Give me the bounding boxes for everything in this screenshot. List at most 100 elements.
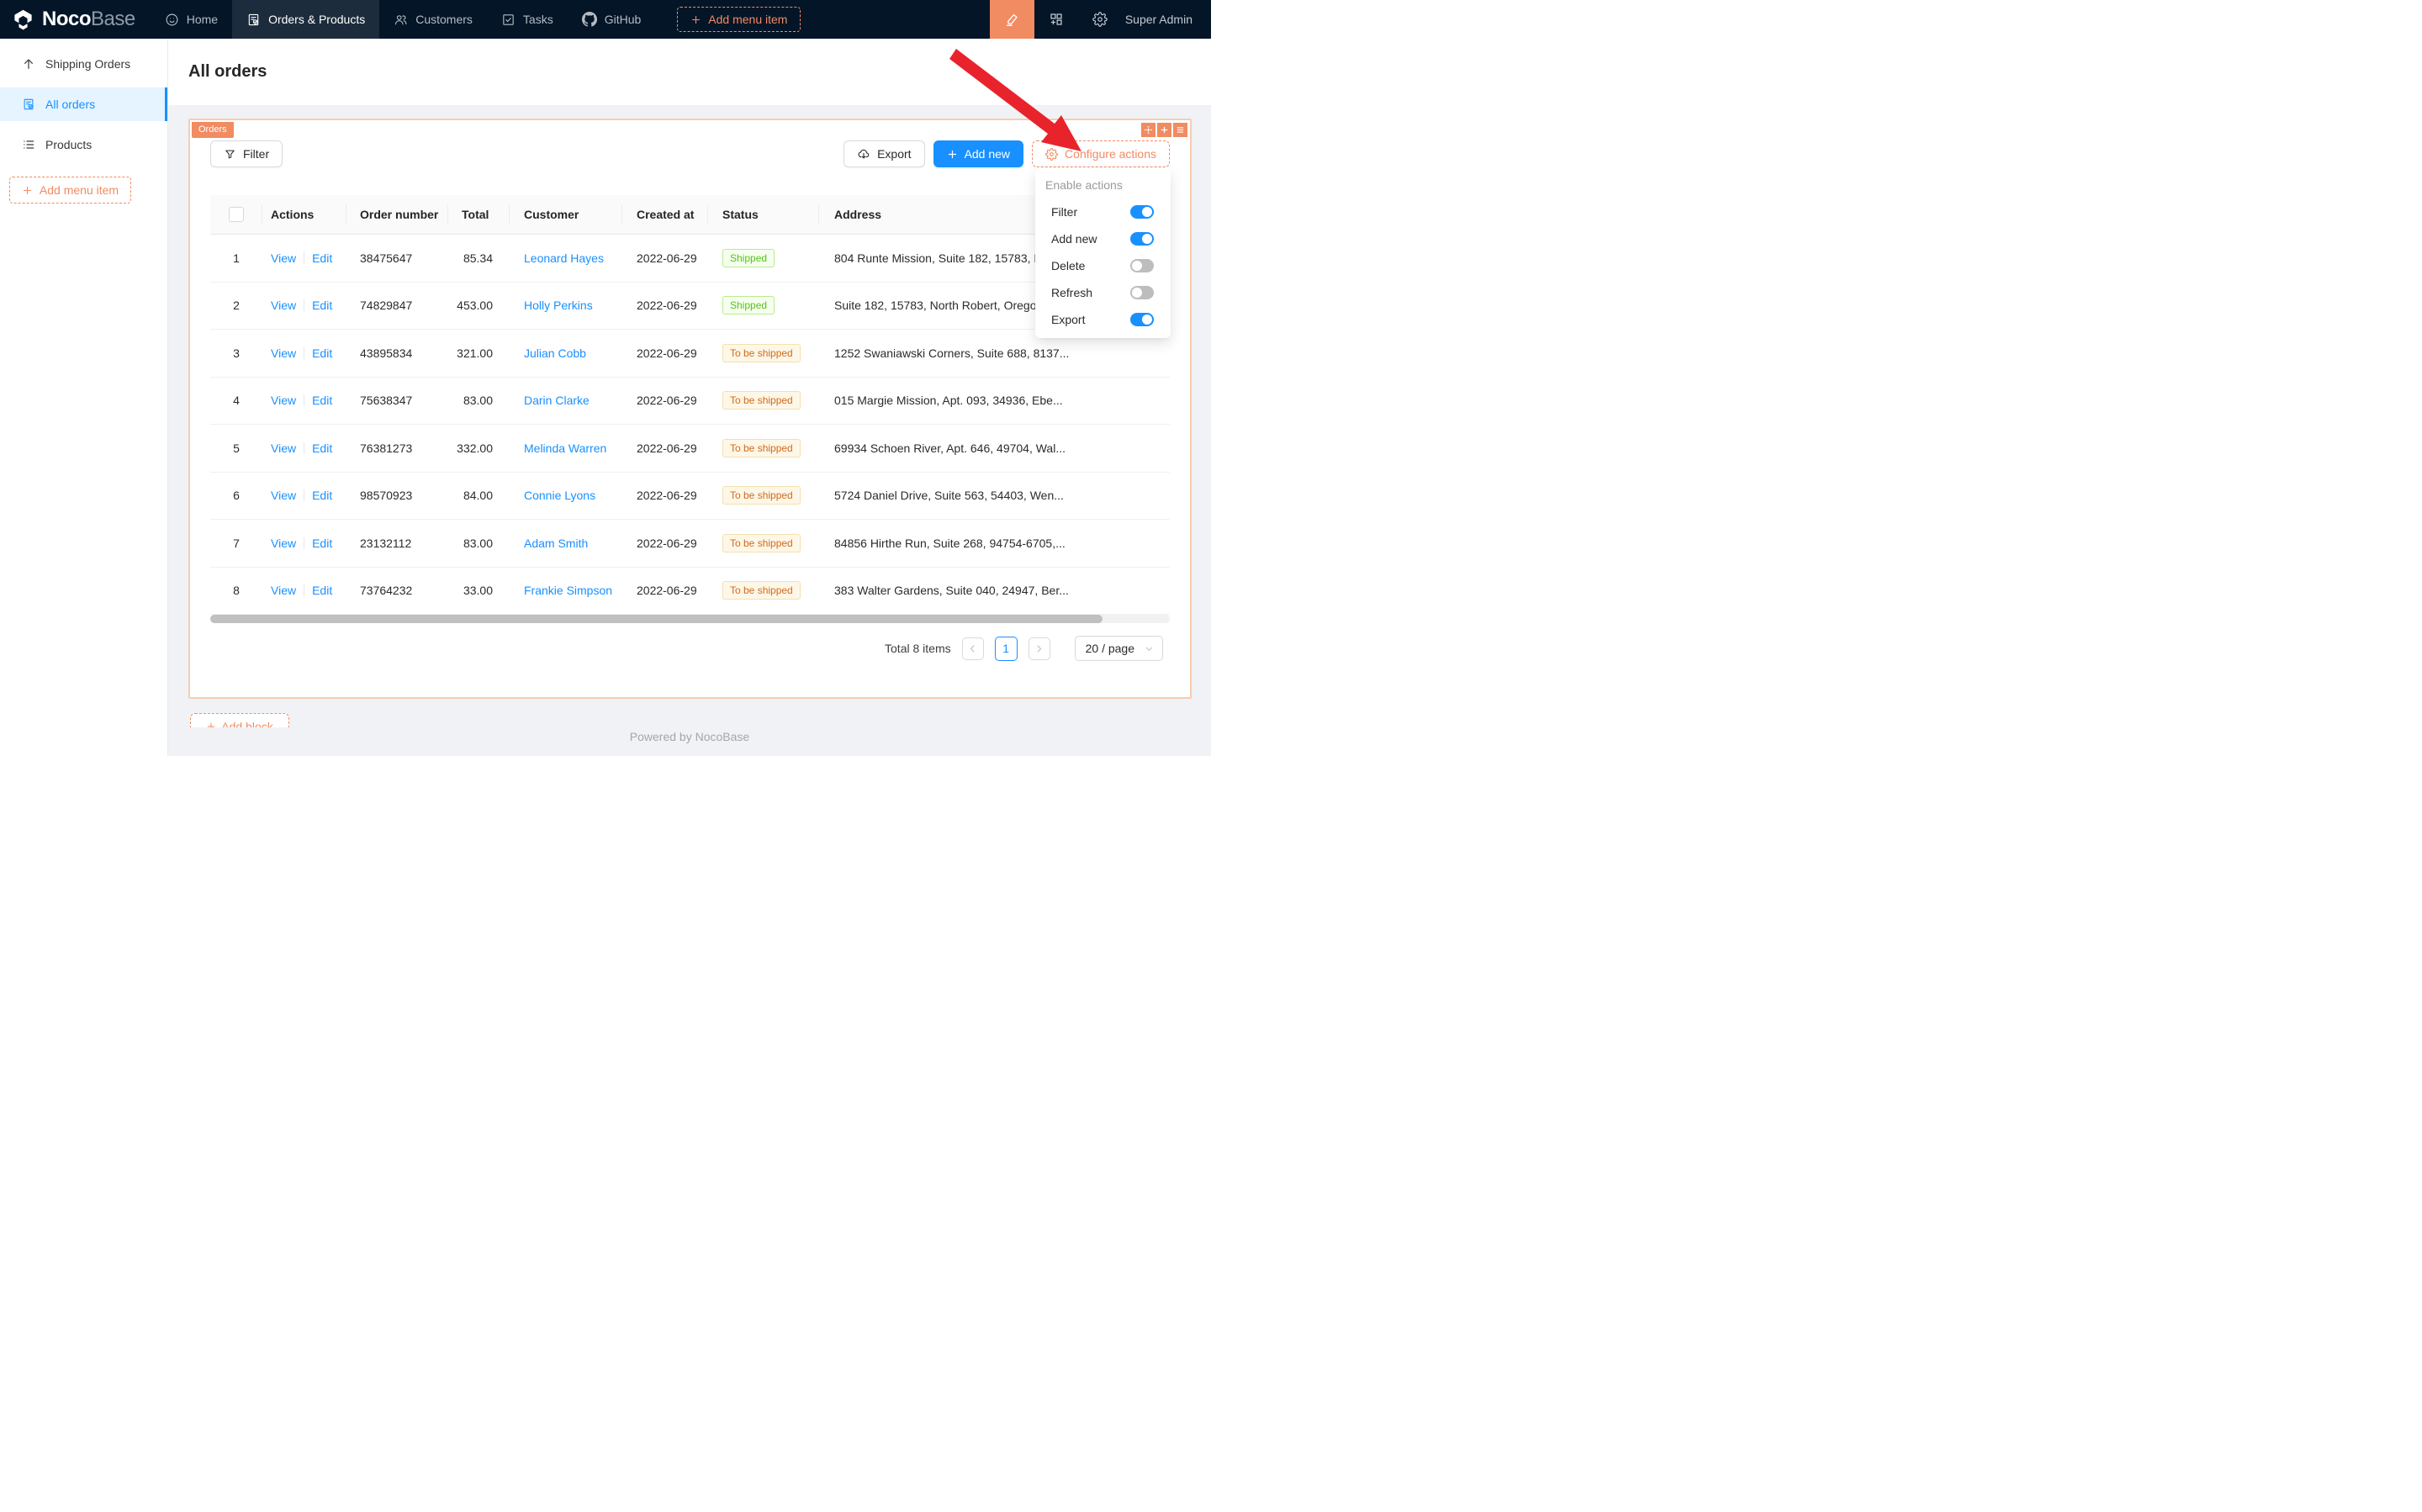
page-number-1[interactable]: 1 bbox=[994, 636, 1018, 661]
edit-link[interactable]: Edit bbox=[312, 489, 333, 503]
configure-actions-button[interactable]: Configure actions bbox=[1032, 140, 1170, 167]
cell-total: 85.34 bbox=[463, 251, 493, 265]
customer-link[interactable]: Holly Perkins bbox=[524, 299, 593, 313]
nav-item-label: Tasks bbox=[522, 13, 553, 26]
settings-button[interactable] bbox=[1078, 0, 1122, 39]
nav-item-home[interactable]: Home bbox=[151, 0, 232, 39]
nav-item-tasks[interactable]: Tasks bbox=[487, 0, 568, 39]
customer-link[interactable]: Adam Smith bbox=[524, 536, 589, 550]
cell-address: Suite 182, 15783, North Robert, Oregon..… bbox=[834, 299, 1053, 313]
add-new-button[interactable]: Add new bbox=[933, 140, 1024, 167]
check-square-icon bbox=[501, 13, 516, 27]
dropdown-item-add-new[interactable]: Add new bbox=[1035, 225, 1171, 252]
export-button[interactable]: Export bbox=[843, 140, 925, 167]
export-toggle[interactable] bbox=[1130, 313, 1154, 326]
nav-item-label: Home bbox=[186, 13, 219, 26]
nocobase-logo-icon bbox=[12, 8, 34, 31]
refresh-toggle[interactable] bbox=[1130, 286, 1154, 299]
nav-add-menu-item-button[interactable]: Add menu item bbox=[677, 7, 801, 32]
cell-address: 1252 Swaniawski Corners, Suite 688, 8137… bbox=[834, 346, 1070, 360]
plus-icon[interactable] bbox=[1157, 123, 1171, 137]
cloud-download-icon bbox=[857, 147, 870, 161]
highlighter-icon bbox=[1004, 12, 1020, 28]
customer-link[interactable]: Leonard Hayes bbox=[524, 251, 604, 265]
cell-total: 83.00 bbox=[463, 394, 493, 408]
delete-toggle[interactable] bbox=[1130, 259, 1154, 272]
column-header-created-at: Created at bbox=[622, 195, 708, 234]
column-header-actions: Actions bbox=[262, 195, 346, 234]
cell-customer: Julian Cobb bbox=[510, 346, 622, 360]
nocobase-logo[interactable]: NocoBase bbox=[0, 0, 151, 39]
nav-item-label: Customers bbox=[415, 13, 473, 26]
edit-link[interactable]: Edit bbox=[312, 441, 333, 455]
row-actions: View Edit bbox=[262, 299, 346, 312]
add-new-toggle[interactable] bbox=[1130, 232, 1154, 246]
prev-page-button[interactable] bbox=[961, 637, 984, 660]
customer-link[interactable]: Frankie Simpson bbox=[524, 584, 613, 598]
app-root: NocoBase Home Orders & Products Customer… bbox=[0, 0, 1211, 756]
pagination-total: Total 8 items bbox=[885, 642, 951, 655]
view-link[interactable]: View bbox=[271, 394, 297, 408]
view-link[interactable]: View bbox=[271, 251, 297, 265]
customer-link[interactable]: Melinda Warren bbox=[524, 441, 607, 455]
nav-item-orders-products[interactable]: Orders & Products bbox=[232, 0, 380, 39]
toolbar-right: Export Add new Configure actions bbox=[843, 140, 1170, 167]
scrollbar-thumb[interactable] bbox=[210, 615, 1103, 623]
select-all-checkbox[interactable] bbox=[229, 207, 244, 222]
customer-link[interactable]: Darin Clarke bbox=[524, 394, 590, 408]
edit-link[interactable]: Edit bbox=[312, 584, 333, 598]
edit-link[interactable]: Edit bbox=[312, 251, 333, 265]
view-link[interactable]: View bbox=[271, 584, 297, 598]
filter-button[interactable]: Filter bbox=[210, 140, 283, 167]
pagination: Total 8 items 1 20 / page bbox=[210, 635, 1170, 662]
add-block-button[interactable]: Add block bbox=[190, 713, 289, 727]
view-link[interactable]: View bbox=[271, 299, 297, 313]
dropdown-item-export[interactable]: Export bbox=[1035, 306, 1171, 333]
row-actions: View Edit bbox=[262, 441, 346, 455]
cell-address: 383 Walter Gardens, Suite 040, 24947, Be… bbox=[834, 584, 1069, 598]
column-header-customer: Customer bbox=[510, 195, 622, 234]
edit-link[interactable]: Edit bbox=[312, 299, 333, 313]
sidebar: Shipping Orders All orders Products Add … bbox=[0, 39, 168, 756]
status-badge: To be shipped bbox=[722, 438, 801, 457]
nav-item-customers[interactable]: Customers bbox=[379, 0, 487, 39]
ui-editor-button[interactable] bbox=[989, 0, 1034, 39]
sidebar-item-products[interactable]: Products bbox=[0, 128, 167, 161]
customer-link[interactable]: Connie Lyons bbox=[524, 489, 596, 503]
dropdown-item-delete[interactable]: Delete bbox=[1035, 252, 1171, 279]
dropdown-item-refresh[interactable]: Refresh bbox=[1035, 279, 1171, 306]
column-header-order-number: Order number bbox=[346, 195, 448, 234]
cell-status: To be shipped bbox=[708, 486, 819, 505]
appstore-add-icon bbox=[1049, 12, 1064, 27]
block-designer-toolbar bbox=[1141, 123, 1187, 137]
next-page-button[interactable] bbox=[1028, 637, 1050, 660]
menu-icon[interactable] bbox=[1173, 123, 1187, 137]
sidebar-add-menu-item-button[interactable]: Add menu item bbox=[9, 177, 131, 204]
dropdown-item-filter[interactable]: Filter bbox=[1035, 198, 1171, 225]
user-menu[interactable]: Super Admin bbox=[1122, 0, 1211, 39]
view-link[interactable]: View bbox=[271, 346, 297, 360]
row-actions: View Edit bbox=[262, 584, 346, 597]
view-link[interactable]: View bbox=[271, 489, 297, 503]
edit-link[interactable]: Edit bbox=[312, 394, 333, 408]
sidebar-item-all-orders[interactable]: All orders bbox=[0, 87, 167, 121]
view-link[interactable]: View bbox=[271, 441, 297, 455]
filter-toggle[interactable] bbox=[1130, 205, 1154, 219]
table-row: 3 View Edit 43895834 321.00 Julian Cobb 2… bbox=[210, 330, 1170, 378]
plugin-manager-button[interactable] bbox=[1034, 0, 1078, 39]
page-size-select[interactable]: 20 / page bbox=[1074, 636, 1163, 661]
edit-link[interactable]: Edit bbox=[312, 346, 333, 360]
top-menu: Home Orders & Products Customers Tasks bbox=[151, 0, 656, 39]
customer-link[interactable]: Julian Cobb bbox=[524, 346, 586, 360]
collection-tag: Orders bbox=[192, 122, 234, 138]
sidebar-item-shipping-orders[interactable]: Shipping Orders bbox=[0, 47, 167, 81]
nav-item-github[interactable]: GitHub bbox=[568, 0, 656, 39]
edit-link[interactable]: Edit bbox=[312, 536, 333, 550]
view-link[interactable]: View bbox=[271, 536, 297, 550]
configure-actions-dropdown: Enable actions Filter Add new Delete Ref… bbox=[1035, 168, 1171, 338]
block-inner: Filter Export Add new bbox=[190, 120, 1190, 697]
top-navbar: NocoBase Home Orders & Products Customer… bbox=[0, 0, 1211, 39]
drag-icon[interactable] bbox=[1141, 123, 1155, 137]
cell-created-at: 2022-06-29 bbox=[637, 584, 697, 598]
dropdown-item-label: Delete bbox=[1051, 259, 1086, 272]
